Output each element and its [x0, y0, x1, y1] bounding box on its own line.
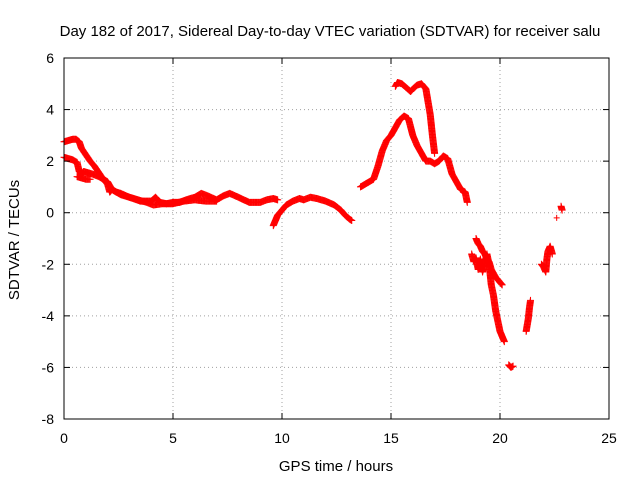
- chart-title: Day 182 of 2017, Sidereal Day-to-day VTE…: [60, 23, 601, 40]
- y-tick-label: -4: [42, 308, 55, 324]
- plot-frame: [63, 57, 610, 420]
- y-tick-label: 4: [46, 102, 54, 118]
- y-tick-label: -2: [42, 256, 55, 272]
- data-point: [509, 362, 517, 370]
- data-point: [527, 296, 535, 304]
- y-tick-label: 6: [46, 50, 54, 66]
- y-tick-label: 2: [46, 153, 54, 169]
- data-point: [431, 149, 439, 157]
- y-axis-label: SDTVAR / TECUs: [6, 180, 23, 300]
- x-tick-label: 10: [274, 430, 290, 446]
- data-point: [500, 338, 508, 346]
- grid-lines: [64, 58, 609, 419]
- y-tick-label: 0: [46, 205, 54, 221]
- data-point: [213, 197, 221, 205]
- axis-ticks: 0 5 10 15 20 25 -8 -6 -4 -2 0 2 4 6: [42, 50, 617, 446]
- data-point: [348, 216, 356, 224]
- x-axis-label: GPS time / hours: [279, 458, 393, 475]
- data-point: [498, 281, 506, 289]
- data-points: [60, 78, 566, 371]
- data-point: [274, 196, 282, 204]
- x-tick-label: 0: [60, 430, 68, 446]
- data-point: [553, 214, 560, 221]
- data-point: [463, 198, 471, 206]
- data-point: [548, 250, 556, 258]
- data-point: [498, 280, 506, 288]
- data-point: [497, 280, 505, 288]
- x-tick-label: 5: [169, 430, 177, 446]
- x-tick-label: 15: [383, 430, 399, 446]
- y-tick-label: -8: [42, 411, 55, 427]
- y-tick-label: -6: [42, 359, 55, 375]
- x-tick-label: 25: [601, 430, 617, 446]
- x-tick-label: 20: [492, 430, 508, 446]
- data-point: [558, 206, 566, 214]
- data-point: [86, 175, 94, 183]
